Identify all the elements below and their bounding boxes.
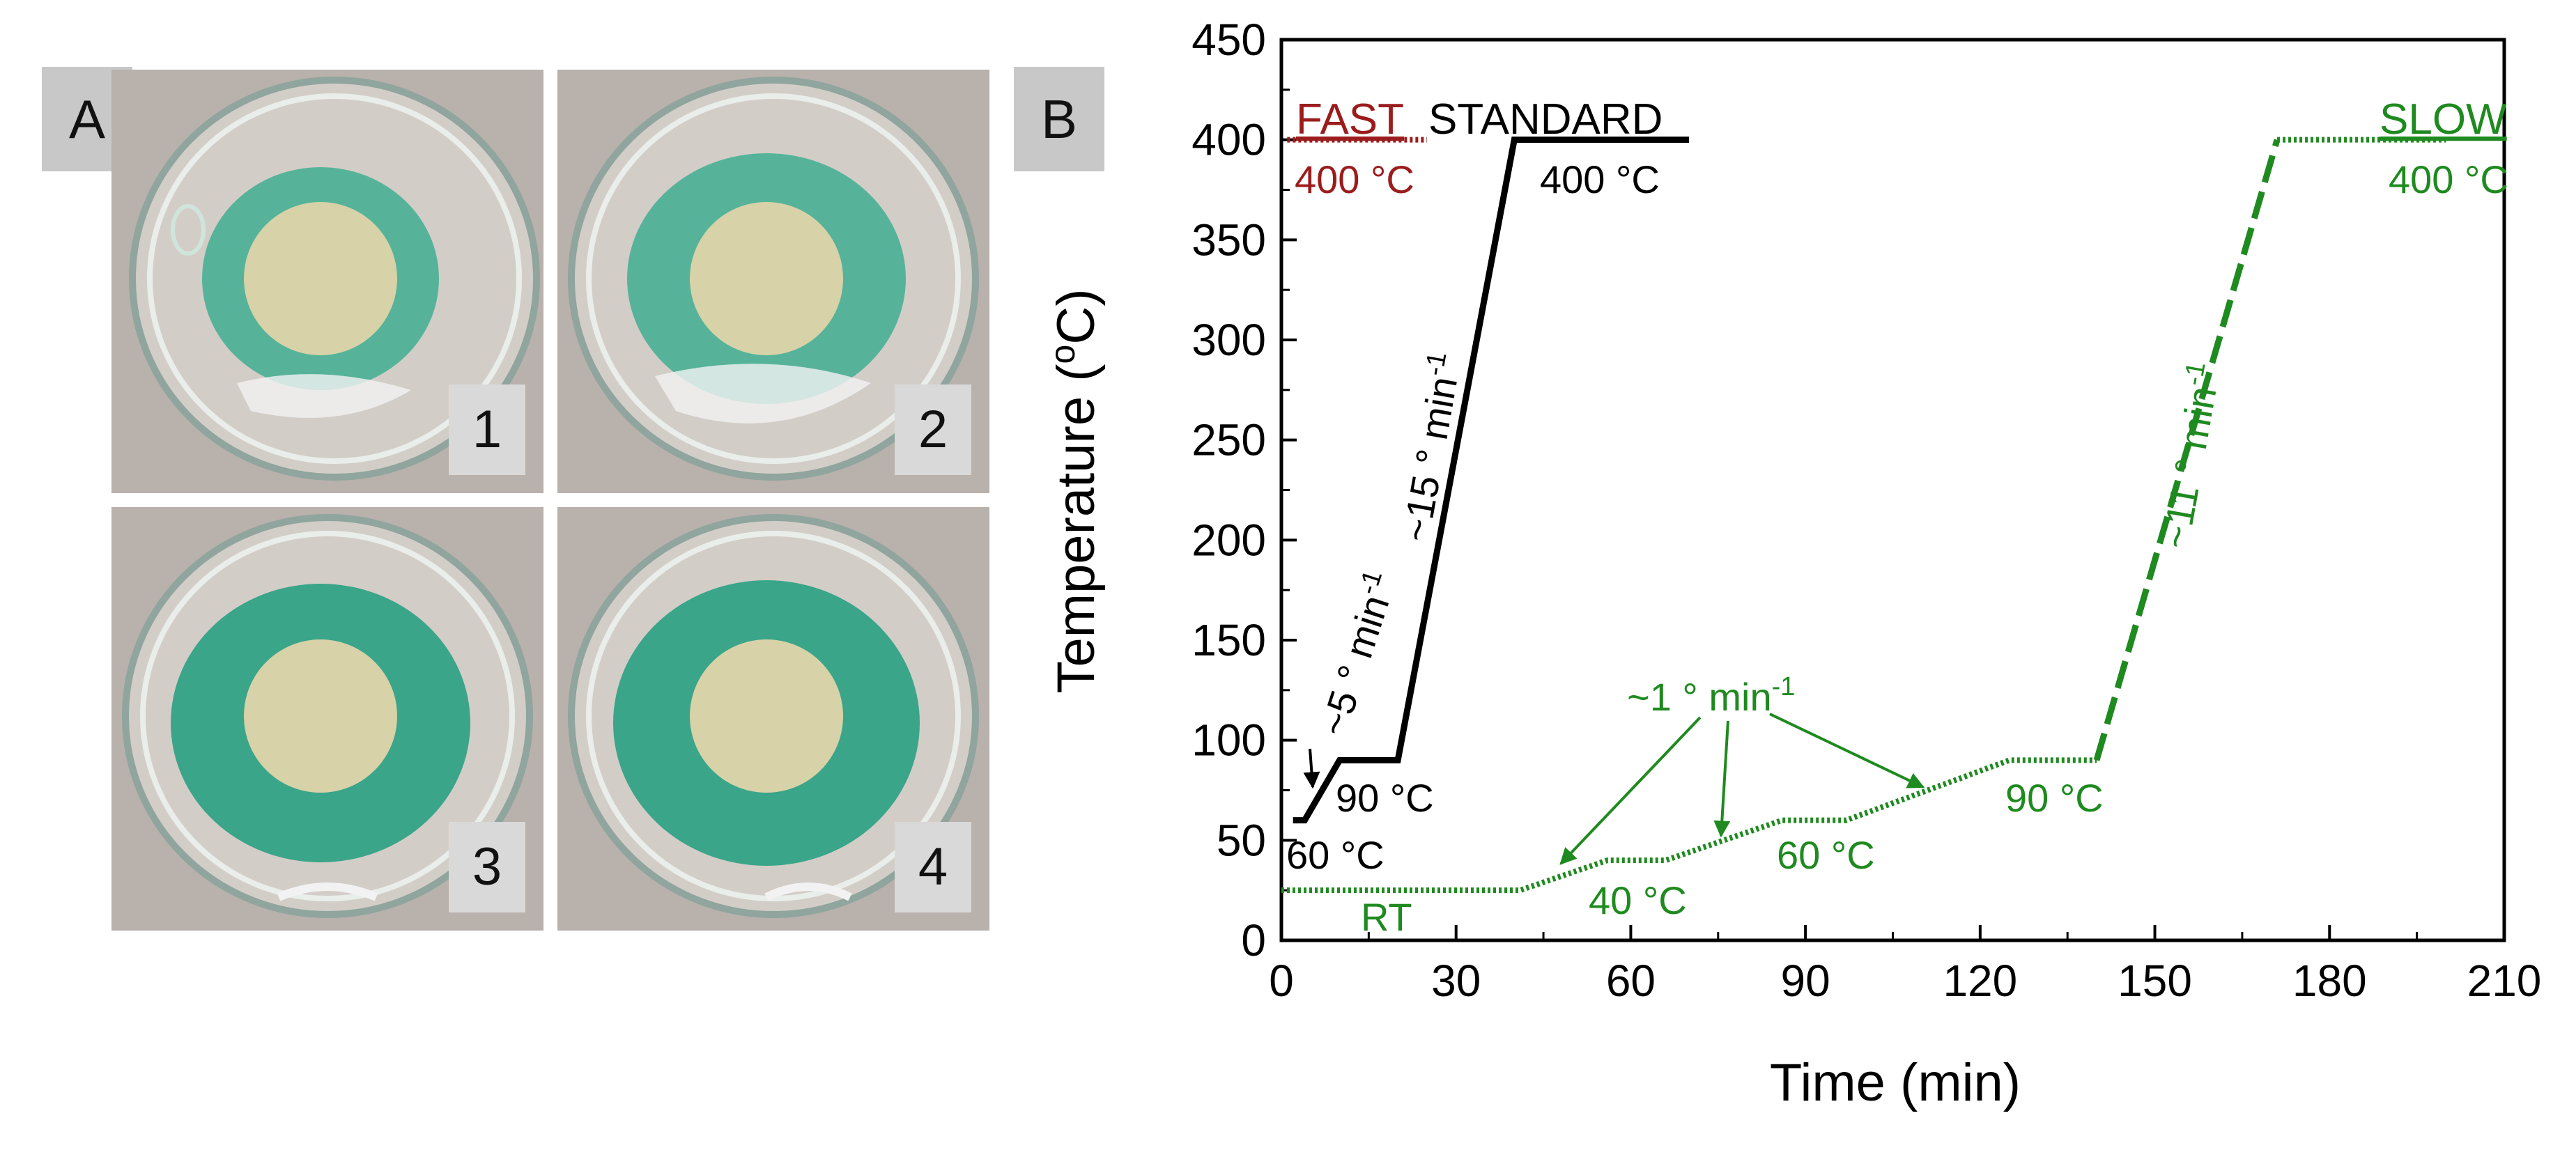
y-axis-ticks: 0 50 100 150 200 250 300 350 400 450 bbox=[1191, 15, 1297, 965]
standard-60-label: 60 °C bbox=[1286, 833, 1385, 877]
y-axis-title-end: C) bbox=[1047, 288, 1106, 344]
slow-40-label: 40 °C bbox=[1589, 878, 1687, 922]
x-tick-label: 120 bbox=[1943, 956, 2017, 1006]
standard-400-label: 400 °C bbox=[1540, 157, 1660, 201]
series-label-slow: SLOW bbox=[2380, 95, 2507, 143]
x-tick-label: 0 bbox=[1269, 956, 1294, 1006]
dish-number-4: 4 bbox=[895, 822, 971, 912]
rate-1-sup: -1 bbox=[1772, 672, 1796, 701]
petri-dish-photo-4: 4 bbox=[557, 507, 989, 931]
slow-60-label: 60 °C bbox=[1777, 833, 1875, 877]
rate-1-arrow-40 bbox=[1559, 716, 1702, 865]
rt-label: RT bbox=[1361, 895, 1412, 939]
y-axis-title-sup: o bbox=[1043, 345, 1082, 364]
x-tick-label: 90 bbox=[1781, 956, 1830, 1006]
y-tick-label: 250 bbox=[1191, 415, 1266, 465]
rate-5-label: ~5 ° min-1 bbox=[1309, 566, 1405, 740]
y-tick-label: 450 bbox=[1191, 15, 1266, 65]
rate-1-label: ~1 ° min-1 bbox=[1627, 672, 1795, 719]
y-tick-label: 0 bbox=[1241, 915, 1266, 965]
slow-90-label: 90 °C bbox=[2005, 776, 2104, 820]
x-axis-title: Time (min) bbox=[1770, 1053, 2021, 1112]
dish-number-3: 3 bbox=[449, 822, 525, 912]
x-tick-label: 180 bbox=[2292, 956, 2367, 1006]
y-tick-label: 350 bbox=[1191, 215, 1266, 265]
dish-number-2: 2 bbox=[895, 384, 971, 475]
rate-5-text: ~5 ° min bbox=[1311, 590, 1397, 741]
panel-b-label: B bbox=[1014, 67, 1104, 171]
standard-90-label: 90 °C bbox=[1336, 776, 1434, 820]
rate-1-text: ~1 ° min bbox=[1627, 675, 1772, 719]
series-standard-line bbox=[1293, 137, 1689, 824]
rate-5-arrow bbox=[1303, 748, 1320, 789]
y-tick-label: 200 bbox=[1191, 515, 1266, 565]
rate-1-arrow-90 bbox=[1769, 713, 1925, 788]
y-tick-label: 100 bbox=[1191, 715, 1266, 766]
y-axis-title: Temperature (oC) bbox=[1043, 288, 1106, 693]
y-tick-label: 150 bbox=[1191, 615, 1266, 665]
y-tick-label: 400 bbox=[1191, 115, 1266, 165]
rate-11-sup: -1 bbox=[2179, 359, 2212, 388]
rate-11-text: ~11 ° min bbox=[2153, 383, 2225, 552]
series-layer bbox=[1281, 137, 2446, 894]
series-label-fast: FAST bbox=[1296, 95, 1404, 143]
y-axis-title-main: Temperature ( bbox=[1047, 364, 1106, 693]
series-slow-line-dotted bbox=[1281, 757, 2097, 894]
petri-dish-image-2 bbox=[557, 70, 989, 493]
series-label-standard: STANDARD bbox=[1428, 95, 1663, 143]
y-tick-label: 50 bbox=[1217, 815, 1266, 865]
temperature-profile-chart: 0 50 100 150 200 250 300 350 400 450 0 30 60 90 120 15… bbox=[1043, 15, 2541, 1112]
rate-11-label: ~11 ° min-1 bbox=[2150, 359, 2229, 552]
x-tick-label: 150 bbox=[2118, 956, 2192, 1006]
petri-dish-image-1 bbox=[111, 70, 543, 493]
petri-dish-photo-3: 3 bbox=[111, 507, 543, 931]
fast-400-label: 400 °C bbox=[1295, 157, 1414, 201]
petri-dish-photo-1: 1 bbox=[111, 70, 543, 493]
y-tick-label: 300 bbox=[1191, 315, 1266, 365]
petri-dish-photo-2: 2 bbox=[557, 70, 989, 493]
series-slow-line-dashed bbox=[2093, 139, 2281, 761]
x-tick-label: 30 bbox=[1431, 956, 1481, 1006]
slow-400-label: 400 °C bbox=[2389, 157, 2508, 201]
x-tick-label: 210 bbox=[2467, 956, 2542, 1006]
petri-dish-image-4 bbox=[557, 507, 989, 931]
petri-dish-photo-grid: 1 2 3 bbox=[111, 70, 989, 931]
dish-number-1: 1 bbox=[449, 384, 525, 475]
rate-15-sup: -1 bbox=[1419, 350, 1452, 378]
rate-1-arrow-60 bbox=[1713, 720, 1731, 838]
x-axis-ticks: 0 30 60 90 120 150 180 210 bbox=[1269, 925, 2541, 1006]
x-tick-label: 60 bbox=[1606, 956, 1656, 1006]
